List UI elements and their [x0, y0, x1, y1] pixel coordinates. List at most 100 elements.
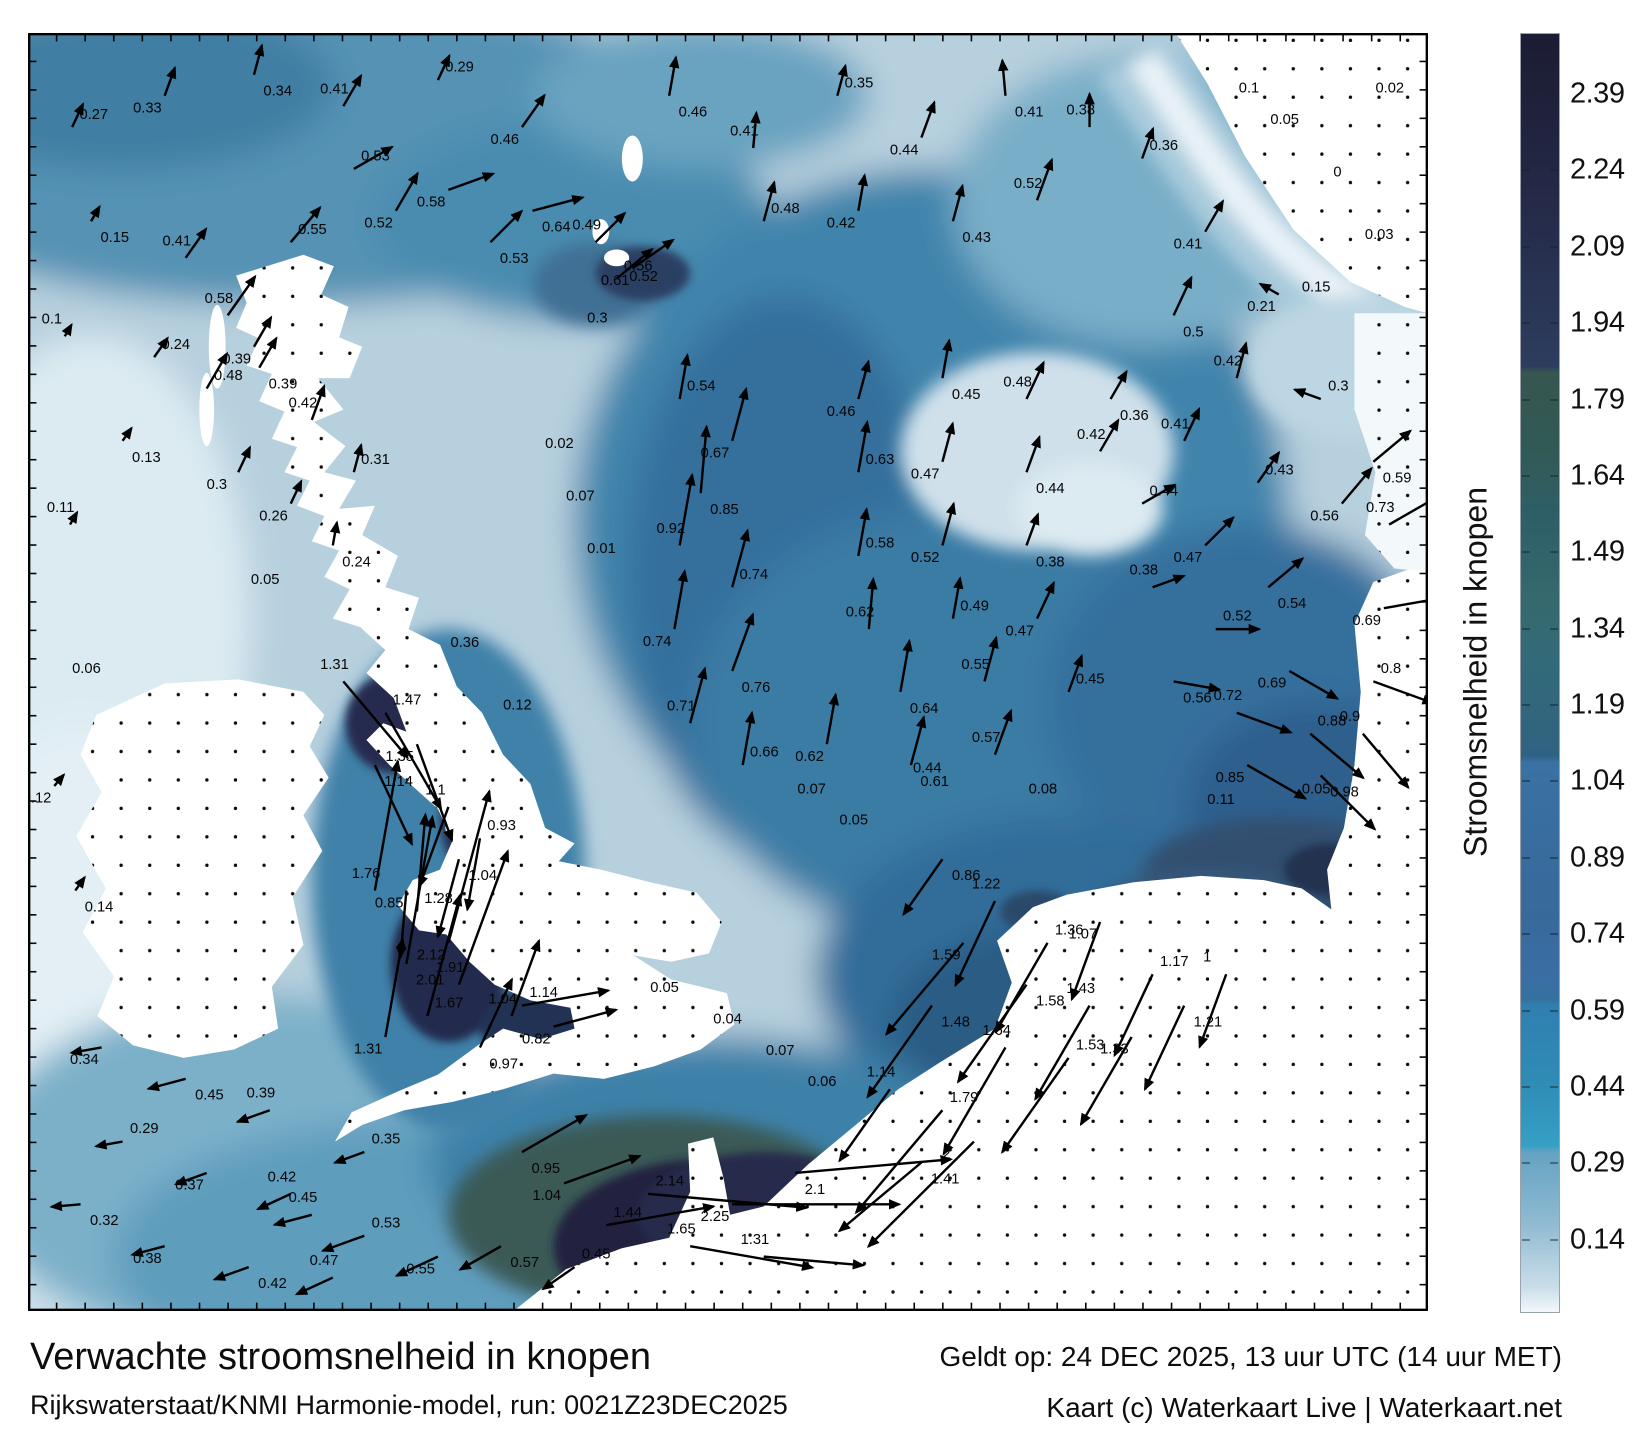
- colorbar-tick-label: 2.09: [1570, 230, 1625, 263]
- current-arrow: [993, 708, 1013, 756]
- current-value-label: 0.46: [827, 404, 856, 420]
- current-value-label: 0.92: [657, 521, 686, 537]
- current-arrow: [447, 789, 492, 944]
- current-arrow: [866, 1004, 933, 1099]
- current-arrow: [866, 1140, 975, 1249]
- current-value-label: 0.53: [372, 1215, 401, 1231]
- current-arrow: [594, 211, 627, 244]
- current-value-label: 1.28: [424, 891, 453, 907]
- colorbar-tick-mark: [1550, 1009, 1558, 1012]
- current-arrow: [673, 569, 689, 630]
- current-arrow: [1198, 973, 1228, 1049]
- current-arrow: [332, 1150, 365, 1165]
- current-arrow: [678, 352, 691, 400]
- current-value-label: 0.02: [1375, 81, 1404, 97]
- current-value-label: 0.06: [72, 661, 101, 677]
- current-arrow: [353, 145, 394, 170]
- current-arrow: [1001, 1057, 1070, 1154]
- current-arrow: [205, 351, 229, 390]
- colorbar-tick-mark: [1522, 1085, 1530, 1088]
- current-arrow: [1340, 466, 1373, 505]
- current-arrow: [1309, 732, 1365, 780]
- colorbar-tick-mark: [1522, 93, 1530, 96]
- current-value-label: 0.41: [730, 124, 759, 140]
- current-value-label: 0.39: [269, 377, 298, 393]
- current-value-label: 0.47: [310, 1253, 339, 1269]
- current-value-label: 0.76: [742, 680, 771, 696]
- current-arrow: [373, 759, 402, 891]
- current-value-label: 1.64: [982, 1023, 1011, 1039]
- colorbar-tick-mark: [1550, 245, 1558, 248]
- current-value-label: 0.44: [1036, 481, 1065, 497]
- current-value-label: 0.97: [489, 1056, 518, 1072]
- valid-time-line: Geldt op: 24 DEC 2025, 13 uur UTC (14 uu…: [939, 1341, 1563, 1372]
- current-arrow: [49, 1200, 81, 1212]
- current-value-label: 0.41: [320, 82, 349, 98]
- current-value-label: 0.42: [289, 395, 318, 411]
- current-arrow: [1319, 774, 1377, 831]
- current-value-label: 0.07: [766, 1043, 795, 1059]
- current-value-label: 0.82: [522, 1031, 551, 1047]
- current-value-label: 0.12: [28, 791, 51, 807]
- current-arrow: [1267, 557, 1305, 589]
- current-arrow: [89, 204, 101, 222]
- current-value-label: 0.56: [1183, 690, 1212, 706]
- current-arrow: [699, 424, 711, 494]
- current-value-label: 0.38: [1066, 103, 1095, 119]
- current-arrow: [1288, 669, 1340, 700]
- current-arrow: [1025, 360, 1045, 400]
- current-value-label: 0.05: [251, 572, 280, 588]
- current-value-label: 0.38: [1130, 563, 1159, 579]
- current-value-label: 0.35: [845, 75, 874, 91]
- current-value-label: 0.48: [1003, 375, 1032, 391]
- colorbar-tick-label: 1.49: [1570, 535, 1625, 568]
- current-value-label: 0.95: [531, 1161, 560, 1177]
- colorbar-tick-label: 0.59: [1570, 994, 1625, 1027]
- current-value-label: 1.1: [425, 782, 445, 798]
- current-value-label: 0: [1333, 164, 1341, 180]
- colorbar-tick-label: 1.64: [1570, 459, 1625, 492]
- current-arrow: [1172, 275, 1193, 316]
- current-value-label: 0.48: [771, 201, 800, 217]
- current-arrow: [1025, 434, 1041, 473]
- current-value-label: 0.52: [364, 216, 393, 232]
- current-arrow: [426, 893, 463, 1017]
- current-value-label: 1.91: [436, 960, 465, 976]
- colorbar-tick-mark: [1550, 1238, 1558, 1241]
- current-value-label: 1.35: [385, 749, 414, 765]
- colorbar-tick-mark: [1522, 398, 1530, 401]
- current-value-label: 1.65: [667, 1222, 696, 1238]
- current-value-label: 0.73: [1366, 500, 1395, 516]
- current-arrow: [418, 806, 450, 889]
- colorbar-tick-label: 2.39: [1570, 77, 1625, 110]
- current-value-label: 0.11: [1207, 792, 1235, 808]
- current-arrow: [1067, 653, 1084, 693]
- current-arrow: [678, 472, 696, 546]
- current-value-label: 1.14: [867, 1065, 896, 1081]
- current-value-label: 2.14: [655, 1174, 684, 1190]
- current-value-label: 0.45: [195, 1088, 224, 1104]
- current-arrow: [854, 1109, 944, 1215]
- current-value-label: 1.67: [435, 996, 464, 1012]
- current-arrow: [394, 1255, 439, 1277]
- current-arrow: [289, 205, 322, 243]
- current-value-label: 0.07: [566, 489, 595, 505]
- current-value-label: 0.15: [101, 230, 130, 246]
- current-arrow: [521, 1114, 589, 1154]
- current-arrow: [373, 764, 414, 847]
- current-value-label: 0.55: [406, 1261, 435, 1277]
- current-arrow: [510, 938, 541, 1017]
- current-value-label: 0.41: [1015, 105, 1044, 121]
- colorbar-tick-label: 1.79: [1570, 383, 1625, 416]
- current-arrow: [867, 576, 878, 630]
- current-arrow: [532, 195, 585, 212]
- colorbar-tick-label: 0.74: [1570, 917, 1625, 950]
- current-value-label: 0.43: [962, 230, 991, 246]
- current-arrow: [553, 1007, 619, 1028]
- current-arrow: [951, 183, 965, 222]
- current-arrow: [1173, 680, 1222, 693]
- current-arrow: [1236, 711, 1293, 734]
- current-arrow: [1292, 388, 1322, 401]
- current-value-label: 1.53: [1076, 1038, 1105, 1054]
